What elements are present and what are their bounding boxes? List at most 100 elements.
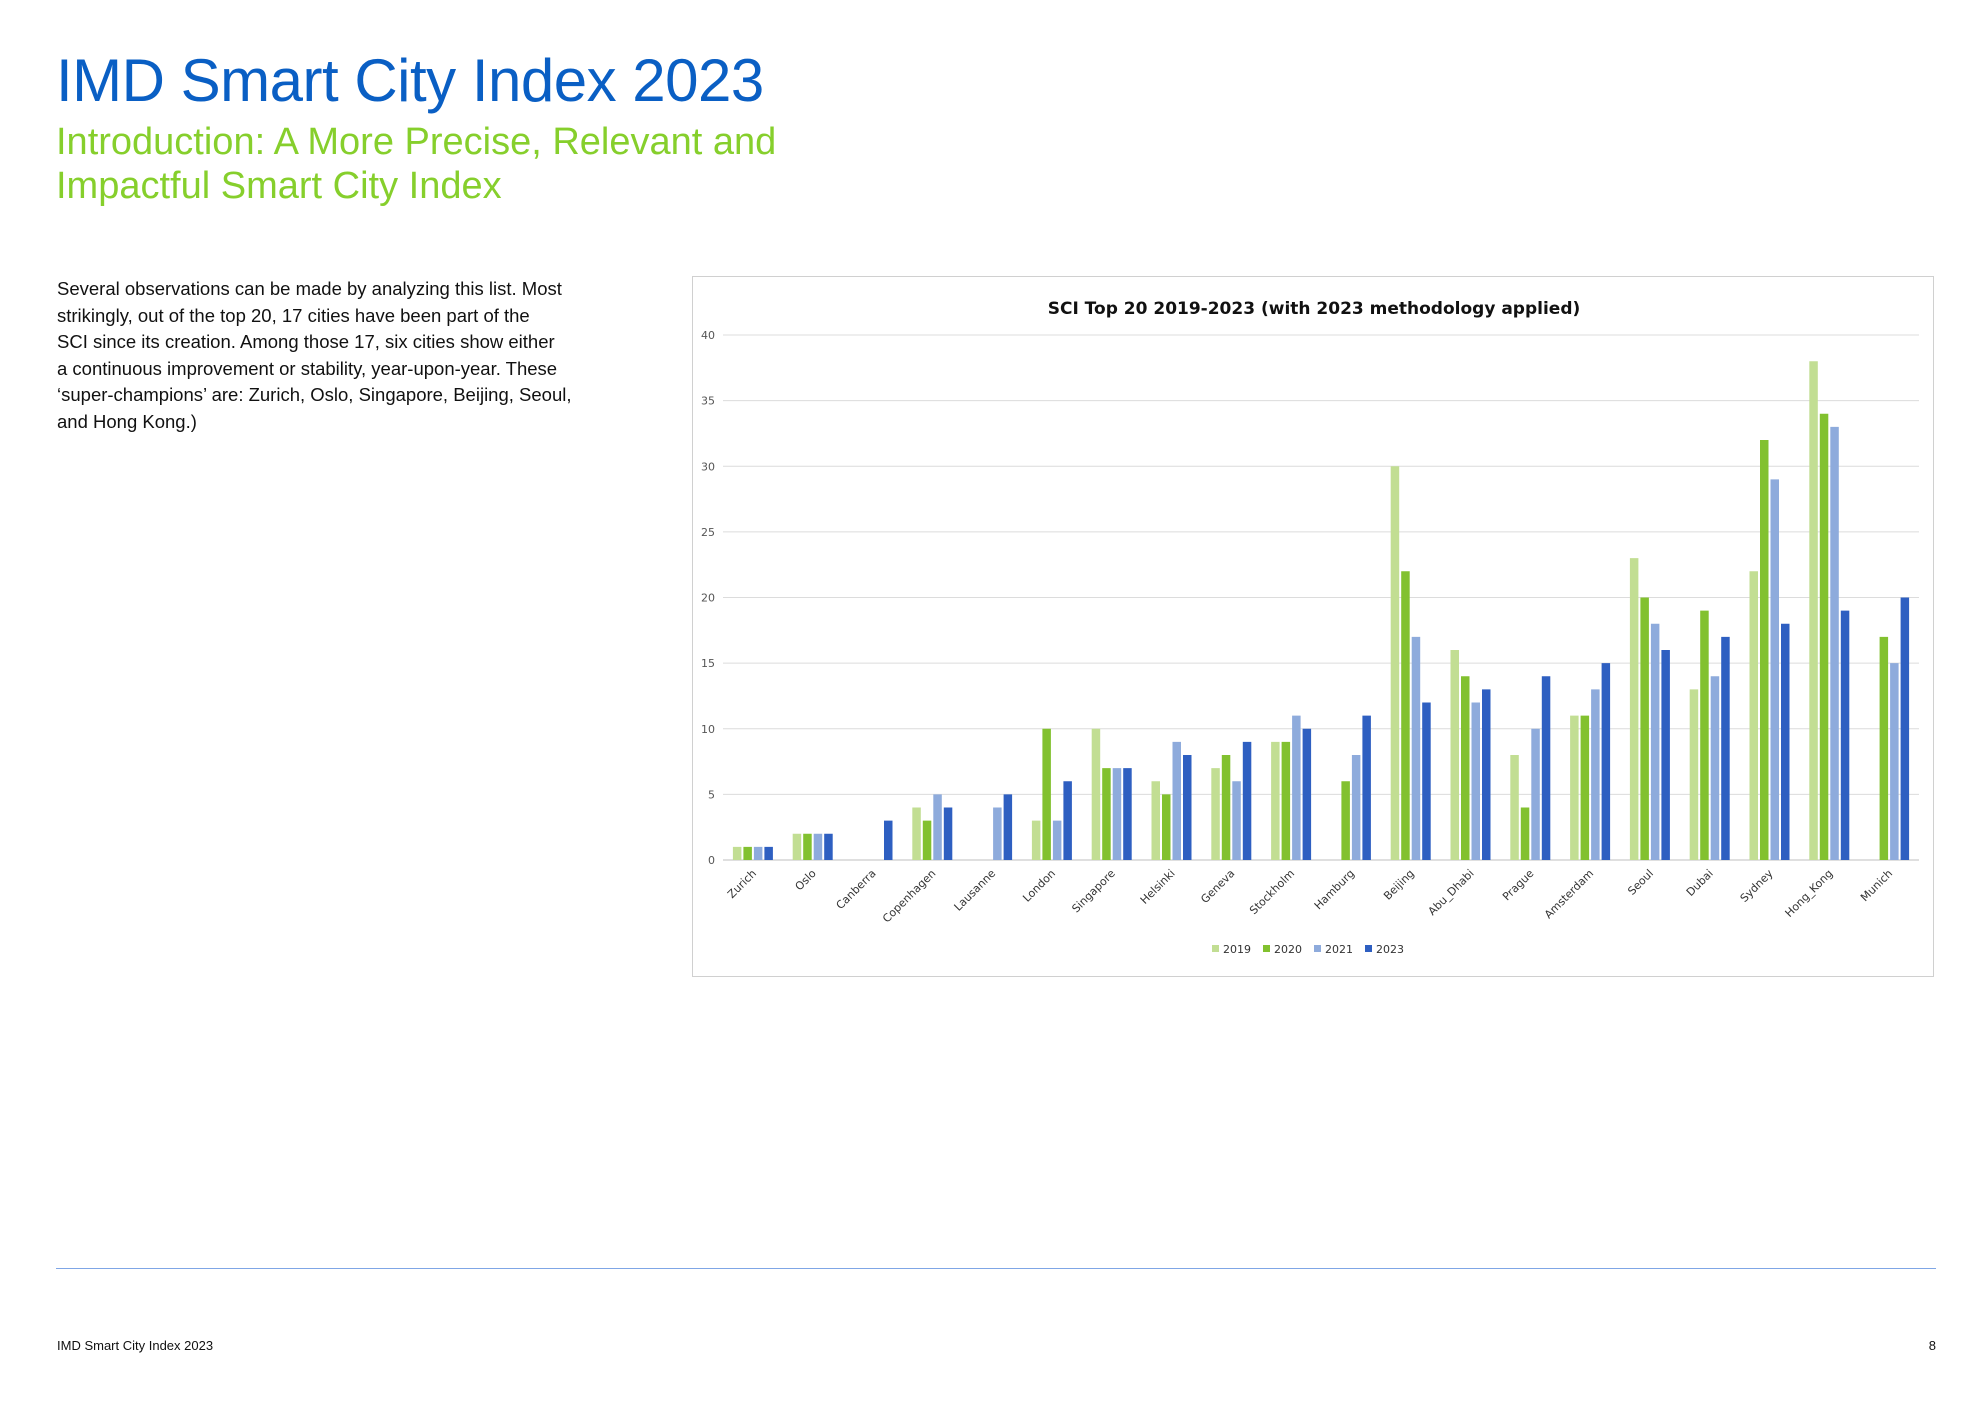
bar-copenhagen-2023 <box>943 807 953 860</box>
bar-stockholm-2019 <box>1271 741 1280 860</box>
bar-zurich-2021 <box>753 846 763 860</box>
y-tick-label: 10 <box>701 723 715 736</box>
y-tick-label: 25 <box>701 526 715 539</box>
legend-swatch <box>1263 945 1270 952</box>
bar-munich-2023 <box>1900 597 1910 860</box>
bar-copenhagen-2019 <box>912 807 921 860</box>
bar-abu_dhabi-2021 <box>1471 702 1480 860</box>
bar-stockholm-2023 <box>1302 728 1312 860</box>
bar-prague-2020 <box>1520 807 1530 860</box>
bar-sydney-2020 <box>1760 440 1769 860</box>
x-tick-label: Geneva <box>1198 867 1237 906</box>
x-tick-label: London <box>1020 867 1058 905</box>
x-tick-label: Abu_Dhabi <box>1426 867 1477 918</box>
legend-label: 2021 <box>1325 943 1353 956</box>
bar-oslo-2021 <box>813 833 823 860</box>
y-tick-label: 20 <box>701 592 715 605</box>
bar-abu_dhabi-2020 <box>1461 676 1470 860</box>
bar-stockholm-2021 <box>1292 715 1301 860</box>
bar-hamburg-2021 <box>1351 755 1361 860</box>
x-tick-label: Beijing <box>1381 867 1417 903</box>
page-title: IMD Smart City Index 2023 <box>56 47 764 114</box>
bar-singapore-2019 <box>1091 728 1101 860</box>
bar-singapore-2021 <box>1112 768 1122 860</box>
footer-publication-title: IMD Smart City Index 2023 <box>57 1338 214 1353</box>
bar-helsinki-2020 <box>1162 794 1171 860</box>
y-tick-label: 35 <box>701 395 715 408</box>
bar-helsinki-2019 <box>1151 781 1160 860</box>
body-line: and Hong Kong.) <box>57 410 197 432</box>
chart-title: SCI Top 20 2019-2023 (with 2023 methodol… <box>1048 299 1581 319</box>
bar-copenhagen-2021 <box>933 794 942 860</box>
bar-copenhagen-2020 <box>922 820 932 860</box>
bar-chart: SCI Top 20 2019-2023 (with 2023 methodol… <box>701 299 1919 956</box>
page-number: 8 <box>1928 1338 1936 1353</box>
bar-amsterdam-2021 <box>1591 689 1600 860</box>
bar-zurich-2023 <box>764 846 773 860</box>
body-line: ‘super-champions’ are: Zurich, Oslo, Sin… <box>57 384 572 405</box>
x-tick-label: Sydney <box>1738 867 1776 905</box>
y-tick-label: 0 <box>708 854 715 867</box>
bar-amsterdam-2020 <box>1580 715 1590 860</box>
bar-seoul-2021 <box>1650 623 1660 860</box>
bar-lausanne-2023 <box>1003 794 1013 860</box>
legend-label: 2023 <box>1376 943 1404 956</box>
bar-hamburg-2020 <box>1341 781 1350 860</box>
bar-beijing-2020 <box>1401 571 1410 860</box>
x-tick-label: Seoul <box>1625 867 1656 898</box>
grid-lines <box>723 334 1919 861</box>
bar-hong_kong-2021 <box>1830 426 1839 860</box>
bar-geneva-2020 <box>1221 755 1231 860</box>
x-tick-label: Amsterdam <box>1542 867 1596 921</box>
bar-seoul-2020 <box>1640 597 1649 860</box>
x-tick-label: Hong_Kong <box>1783 867 1836 920</box>
bar-amsterdam-2019 <box>1570 715 1579 860</box>
bar-singapore-2023 <box>1123 768 1132 860</box>
bar-london-2021 <box>1052 820 1062 860</box>
bar-sydney-2019 <box>1749 571 1758 860</box>
bar-sydney-2023 <box>1781 623 1790 860</box>
x-tick-label: Helsinki <box>1138 867 1178 907</box>
bar-lausanne-2021 <box>993 807 1002 860</box>
x-tick-label: Copenhagen <box>880 867 938 925</box>
bar-hamburg-2023 <box>1362 715 1371 860</box>
legend-label: 2020 <box>1274 943 1302 956</box>
bar-zurich-2019 <box>732 846 742 860</box>
x-tick-label: Munich <box>1858 867 1895 904</box>
bar-hong_kong-2019 <box>1809 361 1818 860</box>
bar-dubai-2023 <box>1721 636 1730 860</box>
bar-dubai-2019 <box>1689 689 1699 860</box>
bar-oslo-2020 <box>803 833 812 860</box>
chart-container: SCI Top 20 2019-2023 (with 2023 methodol… <box>692 276 1934 977</box>
x-tick-label: Hamburg <box>1312 867 1357 912</box>
legend-swatch <box>1314 945 1321 952</box>
x-tick-label: Canberra <box>834 867 879 912</box>
bar-stockholm-2020 <box>1281 741 1291 860</box>
x-tick-label: Zurich <box>725 867 759 901</box>
bar-abu_dhabi-2019 <box>1450 650 1459 860</box>
bar-london-2020 <box>1042 728 1051 860</box>
y-tick-label: 30 <box>701 460 715 473</box>
bar-abu_dhabi-2023 <box>1482 689 1491 860</box>
legend-swatch <box>1365 945 1372 952</box>
x-tick-label: Dubai <box>1684 867 1716 899</box>
x-tick-label: Stockholm <box>1247 867 1297 917</box>
x-tick-label: Prague <box>1500 867 1537 904</box>
bar-prague-2023 <box>1541 676 1551 860</box>
legend: 2019 2020 2021 2023 <box>1212 943 1404 956</box>
bar-sydney-2021 <box>1770 479 1779 860</box>
bar-amsterdam-2023 <box>1601 663 1611 860</box>
bar-geneva-2023 <box>1242 741 1252 860</box>
bar-london-2023 <box>1063 781 1072 860</box>
legend-swatch <box>1212 945 1219 952</box>
subtitle-line: Introduction: A More Precise, Relevant a… <box>56 121 777 163</box>
bar-beijing-2021 <box>1411 636 1421 860</box>
footer-divider <box>56 1268 1936 1269</box>
x-axis-ticks: Zurich Oslo Canberra Copenhagen Lausanne Lond… <box>725 867 1895 926</box>
body-line: a continuous improvement or stability, y… <box>57 357 558 379</box>
body-line: strikingly, out of the top 20, 17 cities… <box>57 304 530 326</box>
bar-seoul-2019 <box>1629 558 1639 860</box>
legend-label: 2019 <box>1223 943 1251 956</box>
y-tick-label: 40 <box>701 329 715 342</box>
bar-hong_kong-2023 <box>1840 610 1850 860</box>
